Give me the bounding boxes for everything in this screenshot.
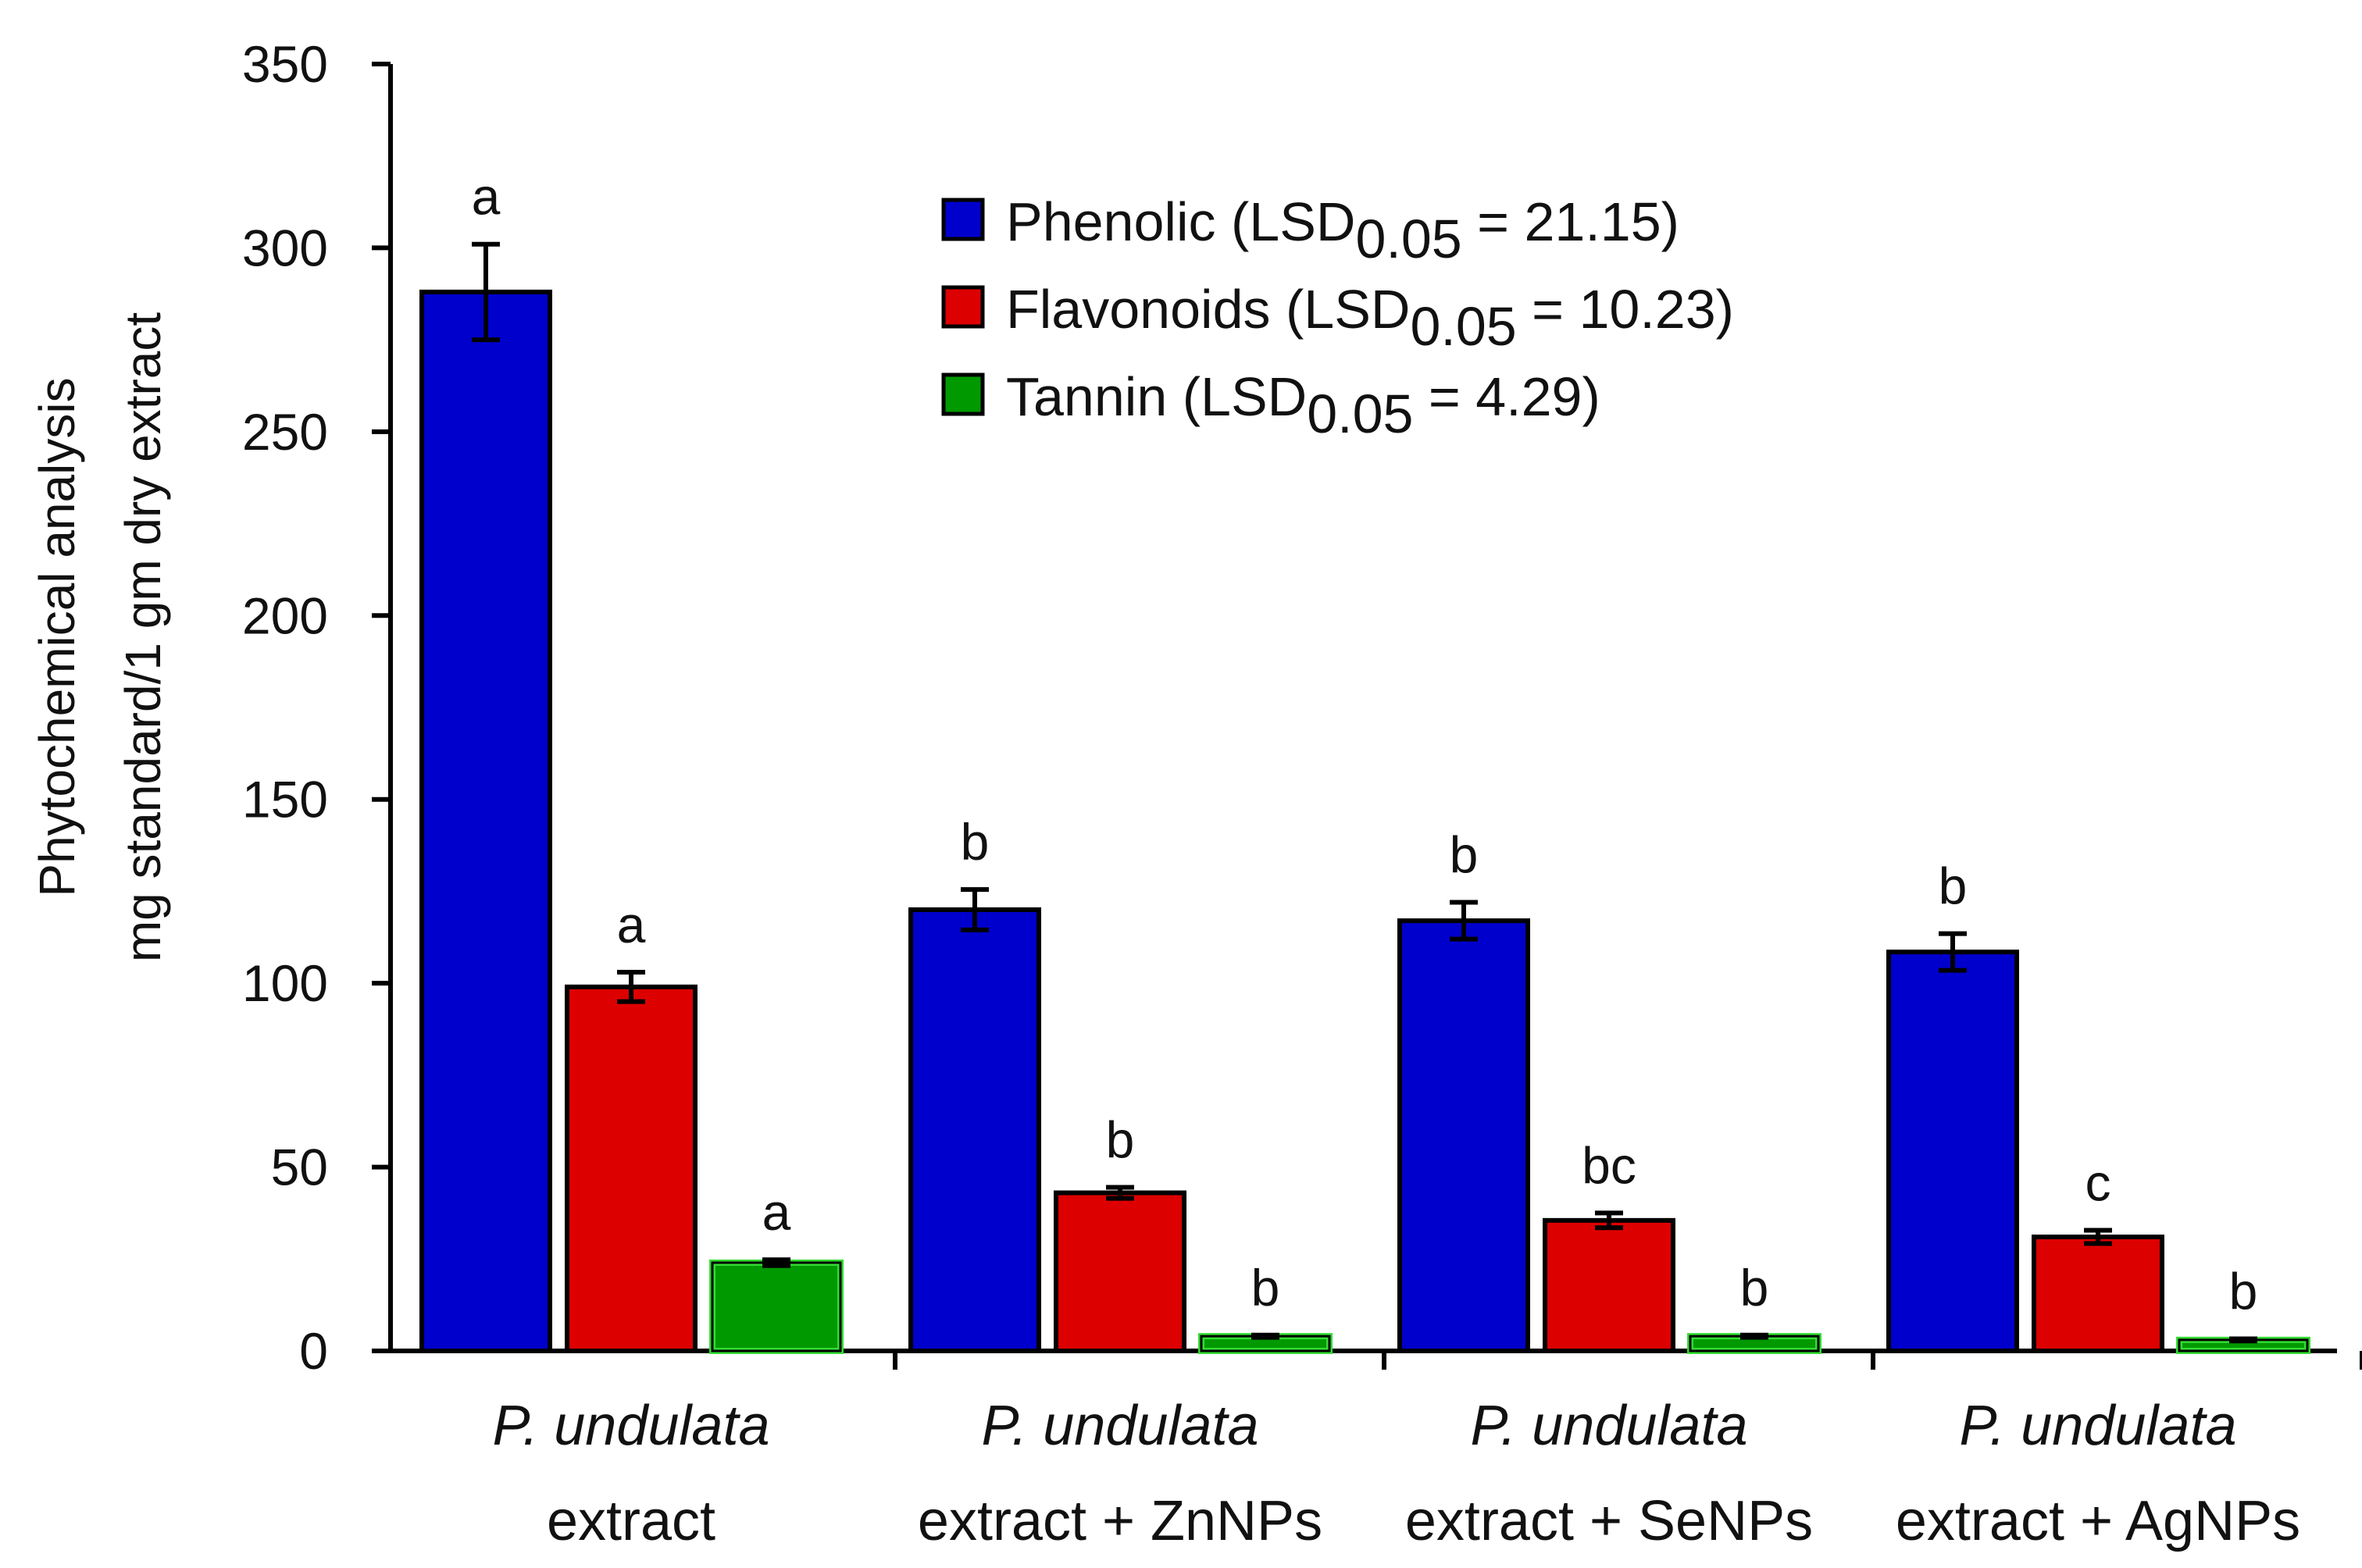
y-tick-label: 200: [242, 586, 328, 644]
bar-flavonoids: [565, 984, 698, 1353]
category-label-line2: extract + ZnNPs: [918, 1490, 1322, 1552]
significance-letter: a: [762, 1183, 791, 1241]
y-tick-label: 300: [242, 219, 328, 276]
legend-entry-phenolic: Phenolic (LSD0.05 = 21.15): [1006, 191, 1679, 269]
legend: Phenolic (LSD0.05 = 21.15) Flavonoids (LS…: [941, 191, 1734, 444]
category-label-line1: P. undulata: [1959, 1395, 2236, 1457]
y-tick-label: 100: [242, 954, 328, 1012]
bar-flavonoids: [2032, 1235, 2164, 1354]
category-label-line2: extract: [547, 1490, 715, 1552]
y-tick-label: 250: [242, 403, 328, 461]
significance-letter: a: [617, 896, 646, 953]
significance-letter: bc: [1582, 1136, 1636, 1194]
legend-entry-tannin: Tannin (LSD0.05 = 4.29): [1006, 366, 1600, 444]
significance-letter: b: [1450, 826, 1479, 884]
bar-tannin: [709, 1259, 844, 1354]
y-axis-title-line2: mg standard/1 gm dry extract: [115, 312, 171, 963]
y-axis-title-line1: Phytochemical analysis: [29, 377, 85, 896]
significance-letter: b: [1251, 1259, 1280, 1317]
bar-phenolic: [419, 289, 552, 1354]
y-tick-label: 50: [271, 1139, 328, 1196]
legend-swatch-phenolic: [941, 198, 985, 241]
significance-letter: c: [2085, 1154, 2111, 1212]
category-labels: P. undulata extract P. undulata extract + Z…: [492, 1395, 2300, 1552]
bar-phenolic: [1886, 950, 2019, 1353]
y-tick-label: 350: [242, 35, 328, 93]
legend-swatch-flavonoids: [941, 285, 985, 329]
bar-phenolic: [1397, 918, 1530, 1353]
category-label-line1: P. undulata: [492, 1395, 769, 1457]
bar-flavonoids: [1543, 1217, 1675, 1353]
y-tick-label: 150: [242, 771, 328, 829]
significance-letter: b: [1939, 857, 1968, 915]
legend-entry-flavonoids: Flavonoids (LSD0.05 = 10.23): [1006, 279, 1734, 357]
ticks: 0 50 100 150 200 250 300 350: [242, 35, 2362, 1380]
significance-letter: b: [1740, 1259, 1769, 1317]
y-tick-label: 0: [299, 1322, 328, 1380]
bar-phenolic: [908, 907, 1041, 1353]
y-axis-title: Phytochemical analysis mg standard/1 gm d…: [29, 312, 171, 963]
category-label-line1: P. undulata: [1470, 1395, 1747, 1457]
category-label-line2: extract + SeNPs: [1405, 1490, 1813, 1552]
significance-letter: b: [1106, 1110, 1135, 1168]
significance-letter: a: [472, 168, 501, 226]
legend-swatch-tannin: [941, 372, 985, 416]
significance-letter: b: [961, 813, 990, 871]
significance-letter: b: [2229, 1262, 2258, 1320]
category-label-line2: extract + AgNPs: [1896, 1490, 2300, 1552]
category-label-line1: P. undulata: [981, 1395, 1258, 1457]
bar-flavonoids: [1054, 1190, 1186, 1353]
